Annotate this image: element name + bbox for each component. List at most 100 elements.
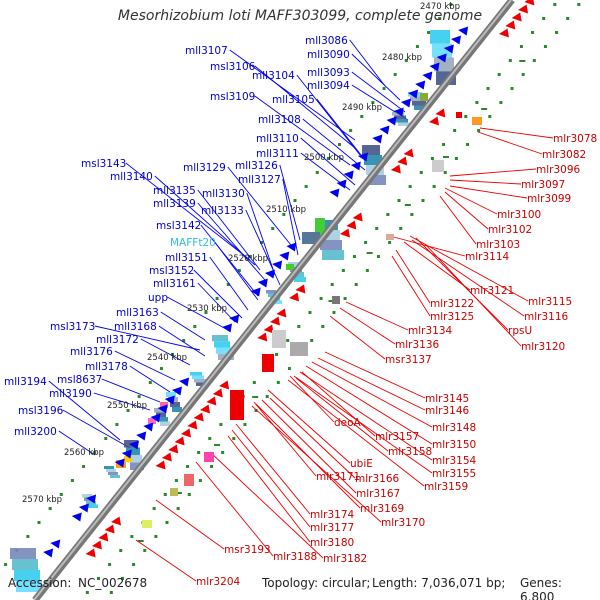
feature-block[interactable] — [286, 264, 294, 270]
reverse-gene-label[interactable]: mlr3097 — [521, 179, 565, 191]
reverse-gene-arrow[interactable] — [206, 396, 217, 406]
feature-block[interactable] — [472, 117, 482, 125]
reverse-gene-label[interactable]: mlr3159 — [424, 481, 468, 493]
forward-gene-arrow[interactable] — [372, 134, 383, 144]
forward-gene-arrow[interactable] — [393, 107, 404, 117]
feature-block[interactable] — [456, 112, 462, 118]
forward-gene-label[interactable]: mll3133 — [201, 205, 244, 217]
forward-gene-arrow[interactable] — [422, 71, 433, 81]
reverse-gene-arrow[interactable] — [505, 20, 516, 30]
feature-block[interactable] — [126, 447, 140, 456]
reverse-gene-label[interactable]: mlr3134 — [408, 325, 453, 337]
feature-block[interactable] — [148, 418, 156, 424]
forward-gene-label[interactable]: mll3139 — [153, 198, 196, 210]
reverse-gene-arrow[interactable] — [98, 532, 109, 542]
reverse-gene-arrow[interactable] — [212, 388, 223, 398]
forward-gene-arrow[interactable] — [164, 395, 175, 405]
forward-gene-label[interactable]: msl3142 — [156, 220, 201, 232]
forward-gene-arrow[interactable] — [121, 449, 132, 459]
forward-gene-label[interactable]: msl3109 — [210, 91, 255, 103]
reverse-gene-arrow[interactable] — [346, 220, 357, 230]
reverse-gene-label[interactable]: mlr3148 — [432, 422, 476, 434]
forward-gene-label[interactable]: upp — [148, 292, 168, 304]
feature-block[interactable] — [414, 105, 428, 111]
reverse-gene-arrow[interactable] — [295, 284, 306, 294]
forward-gene-label[interactable]: MAFFt20 — [170, 237, 216, 249]
forward-gene-label[interactable]: mll3108 — [258, 114, 301, 126]
forward-gene-arrow[interactable] — [415, 80, 426, 90]
feature-block[interactable] — [160, 402, 168, 408]
feature-block[interactable] — [216, 347, 232, 354]
forward-gene-label[interactable]: mll3161 — [153, 278, 196, 290]
reverse-gene-arrow[interactable] — [511, 12, 522, 22]
feature-block[interactable] — [110, 475, 120, 478]
forward-gene-arrow[interactable] — [450, 35, 461, 45]
feature-block[interactable] — [214, 341, 230, 348]
feature-block[interactable] — [294, 277, 306, 282]
feature-block[interactable] — [12, 559, 38, 570]
forward-gene-label[interactable]: mll3107 — [185, 45, 228, 57]
feature-block[interactable] — [190, 372, 202, 376]
feature-block[interactable] — [154, 408, 164, 413]
reverse-gene-label[interactable]: mlr3188 — [273, 551, 317, 563]
reverse-gene-arrow[interactable] — [200, 404, 211, 414]
feature-block[interactable] — [204, 452, 214, 462]
forward-gene-arrow[interactable] — [429, 62, 440, 72]
reverse-gene-label[interactable]: mlr3114 — [465, 251, 510, 263]
reverse-gene-label[interactable]: mlr3170 — [381, 517, 425, 529]
feature-block[interactable] — [302, 232, 320, 244]
forward-gene-arrow[interactable] — [336, 179, 347, 189]
forward-gene-label[interactable]: mll3126 — [235, 160, 278, 172]
reverse-gene-label[interactable]: mlr3102 — [488, 224, 532, 236]
forward-gene-arrow[interactable] — [86, 494, 97, 504]
reverse-gene-label[interactable]: mlr3171 — [316, 471, 360, 483]
reverse-gene-arrow[interactable] — [187, 420, 198, 430]
forward-gene-label[interactable]: msl3196 — [18, 405, 64, 417]
feature-block[interactable] — [10, 548, 36, 559]
reverse-gene-label[interactable]: mlr3154 — [432, 455, 477, 467]
forward-gene-arrow[interactable] — [143, 422, 154, 432]
reverse-gene-arrow[interactable] — [168, 444, 179, 454]
forward-gene-label[interactable]: mll3127 — [238, 174, 281, 186]
reverse-gene-arrow[interactable] — [498, 28, 509, 38]
reverse-gene-arrow[interactable] — [174, 436, 185, 446]
reverse-gene-label[interactable]: deoA — [334, 417, 362, 429]
feature-block[interactable] — [192, 375, 204, 380]
feature-block[interactable] — [430, 30, 450, 44]
reverse-gene-label[interactable]: mlr3182 — [323, 553, 367, 565]
forward-gene-label[interactable]: mll3140 — [110, 171, 153, 183]
forward-gene-arrow[interactable] — [343, 170, 354, 180]
forward-gene-label[interactable]: mll3194 — [4, 376, 47, 388]
reverse-gene-arrow[interactable] — [219, 380, 230, 390]
feature-block[interactable] — [158, 417, 168, 422]
reverse-gene-arrow[interactable] — [339, 228, 350, 238]
forward-gene-arrow[interactable] — [250, 287, 261, 297]
feature-block[interactable] — [86, 501, 96, 505]
forward-gene-label[interactable]: mll3200 — [14, 426, 57, 438]
forward-gene-label[interactable]: mll3111 — [256, 148, 299, 160]
forward-gene-label[interactable]: mll3093 — [307, 67, 350, 79]
forward-gene-label[interactable]: msl3143 — [81, 158, 126, 170]
reverse-gene-label[interactable]: mlr3174 — [310, 509, 355, 521]
forward-gene-label[interactable]: mll3135 — [153, 185, 196, 197]
reverse-gene-arrow[interactable] — [263, 324, 274, 334]
feature-block[interactable] — [14, 570, 40, 581]
feature-block[interactable] — [394, 115, 406, 120]
forward-gene-arrow[interactable] — [136, 431, 147, 441]
forward-gene-arrow[interactable] — [257, 278, 268, 288]
forward-gene-label[interactable]: mll3094 — [307, 80, 350, 92]
feature-block[interactable] — [398, 122, 410, 127]
forward-gene-label[interactable]: mll3129 — [183, 162, 226, 174]
forward-gene-label[interactable]: mll3172 — [96, 334, 139, 346]
reverse-gene-label[interactable]: mlr3120 — [521, 341, 565, 353]
feature-block[interactable] — [432, 160, 444, 172]
forward-gene-arrow[interactable] — [71, 512, 82, 522]
reverse-gene-label[interactable]: mlr3145 — [425, 393, 469, 405]
forward-gene-label[interactable]: mll3104 — [252, 70, 295, 82]
feature-block[interactable] — [434, 57, 454, 72]
reverse-gene-label[interactable]: mlr3146 — [425, 405, 470, 417]
feature-block[interactable] — [170, 402, 180, 407]
reverse-gene-label[interactable]: mlr3125 — [430, 311, 474, 323]
feature-block[interactable] — [124, 456, 132, 462]
reverse-gene-label[interactable]: mlr3155 — [432, 468, 476, 480]
